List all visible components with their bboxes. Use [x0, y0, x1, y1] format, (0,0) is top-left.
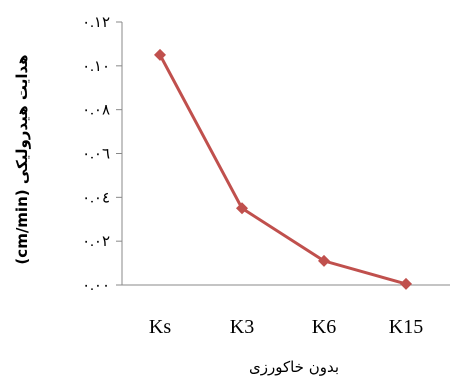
data-point-marker: [236, 202, 248, 215]
y-tick-label: ٠.٠٠: [82, 278, 110, 294]
data-point-marker: [400, 277, 412, 290]
x-tick-label: K6: [312, 316, 336, 338]
x-tick-label: K15: [389, 316, 423, 338]
data-point-marker: [318, 254, 330, 267]
x-axis-label: بدون خاکورزی: [249, 358, 339, 376]
y-ticks: ٠.٠٠ ٠.٠٢ ٠.٠٤ ٠.٠٦ ٠.٠٨ ٠.١٠ ٠.١٢: [82, 15, 122, 294]
y-axis-label: هدایت هیدرولیکی (cm/min): [13, 54, 31, 264]
y-tick-label: ٠.٠٨: [82, 103, 110, 119]
y-tick-label: ٠.٠٤: [82, 190, 110, 206]
series: [154, 48, 412, 290]
y-tick-label: ٠.٠٢: [82, 234, 110, 250]
x-tick-label: K3: [230, 316, 254, 338]
data-point-marker: [154, 48, 166, 61]
y-tick-label: ٠.١٠: [82, 59, 110, 75]
x-tick-label: Ks: [149, 316, 171, 338]
x-ticks: Ks K3 K6 K15: [149, 316, 423, 338]
y-tick-label: ٠.١٢: [82, 15, 110, 31]
y-tick-label: ٠.٠٦: [82, 147, 110, 163]
plot-area: ٠.٠٠ ٠.٠٢ ٠.٠٤ ٠.٠٦ ٠.٠٨ ٠.١٠ ٠.١٢ Ks K3 K6 K15: [82, 15, 450, 338]
series-line: [158, 54, 407, 286]
